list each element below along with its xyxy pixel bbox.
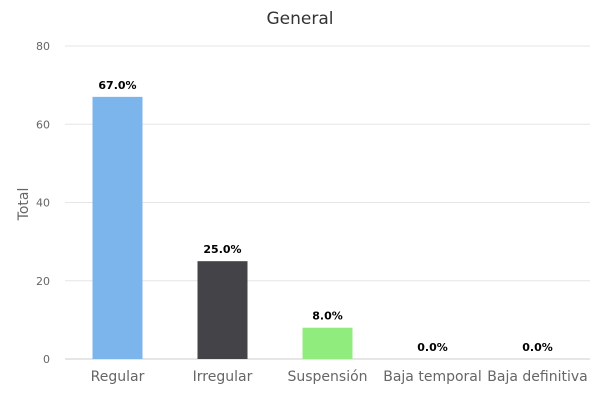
- data-label-3: 0.0%: [417, 341, 448, 354]
- x-tick-label-2: Suspensión: [287, 369, 367, 385]
- chart-title: General: [267, 9, 334, 29]
- x-tick-label-4: Baja definitiva: [487, 369, 587, 385]
- bar-1: [197, 261, 248, 359]
- data-label-1: 25.0%: [203, 243, 241, 256]
- data-label-2: 8.0%: [312, 310, 343, 323]
- y-tick-label-0: 0: [43, 353, 50, 366]
- y-tick-label-2: 40: [36, 197, 50, 210]
- x-tick-label-0: Regular: [91, 369, 145, 385]
- y-tick-label-4: 80: [36, 40, 50, 53]
- y-axis-label: Total: [16, 188, 32, 222]
- data-labels: 67.0% 25.0% 8.0% 0.0% 0.0%: [98, 79, 552, 354]
- bars: [92, 96, 353, 360]
- data-label-0: 67.0%: [98, 79, 136, 92]
- bar-0: [92, 96, 143, 360]
- y-axis-ticks: 0 20 40 60 80: [36, 40, 50, 366]
- y-tick-label-1: 20: [36, 275, 50, 288]
- data-label-4: 0.0%: [522, 341, 553, 354]
- grid-lines: [65, 45, 590, 360]
- bar-2: [302, 327, 353, 359]
- y-tick-label-3: 60: [36, 118, 50, 131]
- x-tick-label-1: Irregular: [193, 369, 253, 385]
- x-tick-label-3: Baja temporal: [383, 369, 482, 385]
- x-axis-ticks: Regular Irregular Suspensión Baja temporal B…: [91, 369, 588, 385]
